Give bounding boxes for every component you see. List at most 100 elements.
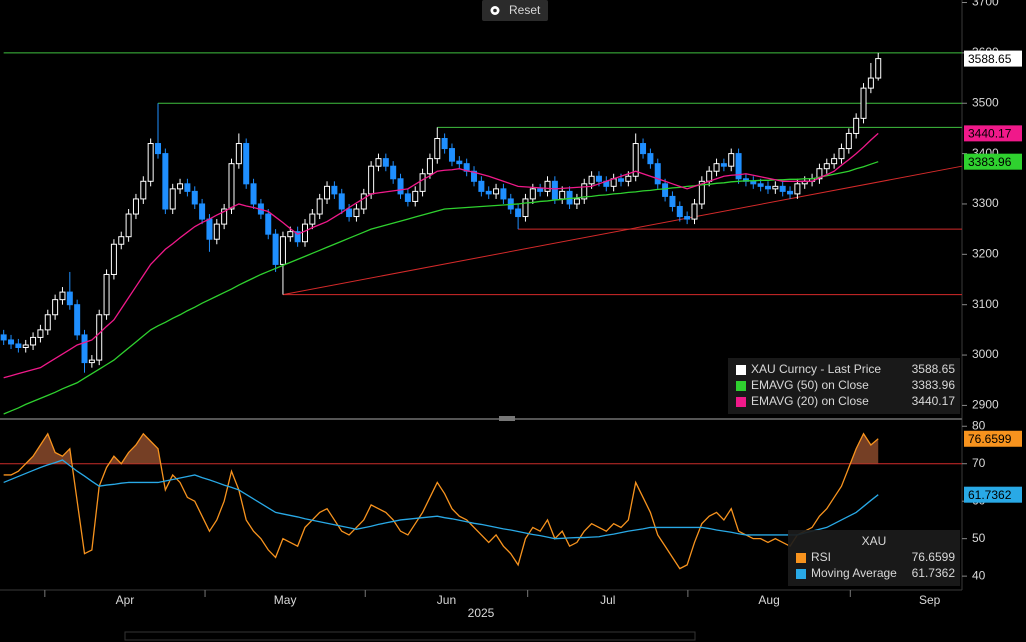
legend-swatch xyxy=(736,365,746,375)
legend-value: 76.6599 xyxy=(912,550,956,564)
candle-body xyxy=(390,165,397,180)
candle-body xyxy=(720,163,727,167)
candle-body xyxy=(360,193,367,210)
series-line xyxy=(3,161,879,415)
legend-label: EMAVG (20) on Close xyxy=(751,394,869,408)
x-tick-label: Apr xyxy=(116,593,135,607)
candle-body xyxy=(162,153,169,210)
candle-body xyxy=(654,163,661,185)
candle-body xyxy=(595,175,602,182)
candle-body xyxy=(728,153,735,167)
candle-body xyxy=(478,180,485,192)
candle-body xyxy=(346,208,353,218)
candle-body xyxy=(500,188,507,200)
legend-value: 61.7362 xyxy=(912,566,956,580)
last-value-label: 3440.17 xyxy=(968,127,1012,141)
x-tick-label: May xyxy=(274,593,297,607)
x-tick-label: Sep xyxy=(919,593,941,607)
candle-body xyxy=(426,158,433,175)
legend-label: EMAVG (50) on Close xyxy=(751,378,869,392)
candle-body xyxy=(125,213,132,238)
candle-body xyxy=(867,77,874,89)
legend-label: XAU Curncy - Last Price xyxy=(751,362,881,376)
legend-swatch xyxy=(736,397,746,407)
candle-body xyxy=(831,158,838,165)
candle-body xyxy=(0,334,7,341)
legend-label: Moving Average xyxy=(811,566,897,580)
candle-body xyxy=(22,344,29,348)
x-tick-label: Jul xyxy=(600,593,615,607)
candle-body xyxy=(287,231,294,238)
candle-body xyxy=(96,314,103,361)
candle-body xyxy=(669,195,676,207)
reset-button-bg[interactable] xyxy=(482,0,548,21)
candle-body xyxy=(713,163,720,172)
last-value-box xyxy=(964,153,1022,170)
legend-bg xyxy=(728,358,960,414)
legend-value: 3588.65 xyxy=(912,362,956,376)
candle-body xyxy=(221,208,228,225)
x-tick-label: Aug xyxy=(758,593,779,607)
candle-body xyxy=(676,205,683,218)
legend-label: RSI xyxy=(811,550,831,564)
candle-body xyxy=(15,343,22,348)
series-line xyxy=(3,432,879,570)
candle-body xyxy=(184,183,191,192)
candle-body xyxy=(787,190,794,195)
candle-body xyxy=(206,218,213,240)
candle-body xyxy=(838,148,845,160)
candle-body xyxy=(573,198,580,205)
candle-body xyxy=(382,158,389,167)
candle-body xyxy=(316,198,323,215)
legend-value: 3440.17 xyxy=(912,394,956,408)
panel: 2900300031003200330034003500360037003588… xyxy=(0,0,1022,415)
candle-body xyxy=(845,132,852,150)
candle-body xyxy=(853,117,860,134)
y-tick-label: 3100 xyxy=(972,297,999,311)
candle-body xyxy=(331,185,338,195)
panel: 4050607080AprMayJunJulAugSep202576.65996… xyxy=(0,418,1022,620)
last-value-box xyxy=(964,486,1022,503)
candle-body xyxy=(235,143,242,165)
candle-body xyxy=(625,175,632,182)
candle-body xyxy=(324,185,331,200)
candle-body xyxy=(662,183,669,197)
candle-body xyxy=(875,58,882,79)
candle-body xyxy=(698,180,705,205)
candle-body xyxy=(30,336,37,346)
candle-body xyxy=(52,299,59,316)
y-tick-label: 3200 xyxy=(972,246,999,260)
candle-body xyxy=(118,236,125,245)
y-tick-label: 2900 xyxy=(972,398,999,412)
candle-body xyxy=(588,175,595,185)
candle-body xyxy=(632,143,639,177)
candle-body xyxy=(640,143,647,155)
candle-body xyxy=(66,291,73,306)
candle-body xyxy=(140,180,147,200)
candle-body xyxy=(265,213,272,235)
candle-body xyxy=(750,180,757,185)
candle-body xyxy=(537,188,544,192)
candle-body xyxy=(404,193,411,202)
candle-body xyxy=(522,198,529,218)
candle-body xyxy=(44,314,51,331)
candle-body xyxy=(213,223,220,240)
candle-body xyxy=(581,183,588,200)
candle-body xyxy=(353,208,360,218)
reset-button[interactable]: Reset xyxy=(482,0,548,21)
candle-body xyxy=(684,216,691,220)
candle-body xyxy=(434,137,441,160)
candle-body xyxy=(691,203,698,220)
candle-body xyxy=(757,183,764,187)
legend-value: 3383.96 xyxy=(912,378,956,392)
legend-title: XAU xyxy=(862,534,887,548)
reset-label[interactable]: Reset xyxy=(509,3,541,17)
reset-icon-center[interactable] xyxy=(493,8,497,13)
candle-body xyxy=(8,339,15,345)
legend-swatch xyxy=(796,569,806,579)
candle-body xyxy=(155,143,162,155)
candle-body xyxy=(228,163,235,210)
candle-body xyxy=(618,178,625,182)
candle-body xyxy=(860,87,867,119)
